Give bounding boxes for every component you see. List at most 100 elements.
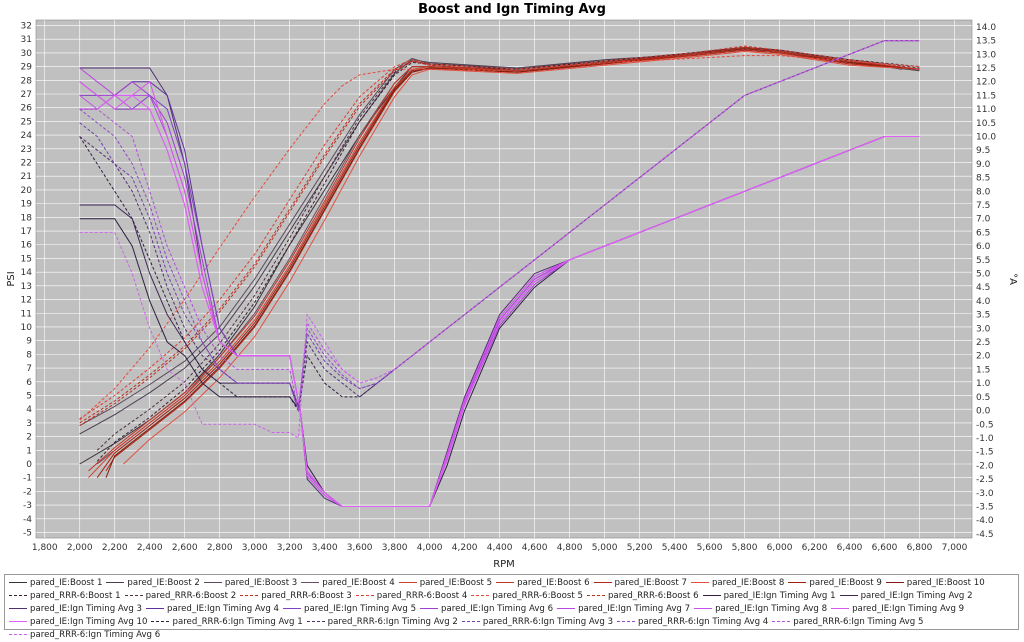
y2-tick-label: 3.5: [976, 311, 990, 321]
x-tick-label: 5,800: [732, 543, 758, 553]
y-tick-label: -2: [23, 487, 32, 497]
legend-label: pared_RRR-6:Boost 5: [492, 591, 583, 601]
y2-tick-label: 1.0: [976, 379, 991, 389]
y-axis-label: PSI: [6, 271, 17, 286]
y2-tick-label: -4.5: [976, 530, 994, 540]
legend-swatch: [9, 634, 27, 635]
y-tick-label: 5: [26, 391, 32, 401]
y-tick-label: 10: [21, 323, 33, 333]
y2-tick-label: 5.5: [976, 256, 990, 266]
series-line: [105, 49, 920, 472]
y-tick-label: -1: [23, 474, 32, 484]
legend-label: pared_IE:Ign Timing Avg 5: [304, 604, 417, 614]
legend-swatch: [885, 582, 904, 583]
y2-tick-label: 8.5: [976, 174, 990, 184]
y2-tick-label: 8.0: [976, 187, 991, 197]
x-tick-label: 3,800: [382, 543, 408, 553]
legend-item: pared_IE:Ign Timing Avg 4: [146, 603, 279, 616]
y-tick-label: 2: [26, 433, 32, 443]
legend-item: pared_IE:Ign Timing Avg 6: [420, 603, 553, 616]
series-line: [79, 40, 920, 439]
legend-swatch: [788, 582, 807, 583]
legend-item: pared_IE:Boost 9: [788, 577, 882, 590]
y-tick-label: -4: [23, 515, 32, 525]
x-tick-label: 7,000: [942, 543, 968, 553]
y-tick-label: 16: [21, 241, 33, 251]
x-tick-label: 3,600: [347, 543, 373, 553]
y-tick-label: 22: [21, 159, 32, 169]
series-line: [79, 40, 920, 412]
legend-item: pared_RRR-6:Boost 5: [471, 590, 583, 603]
y2-tick-label: 11.0: [976, 105, 996, 115]
legend-label: pared_IE:Boost 2: [127, 578, 200, 588]
legend-item: pared_IE:Boost 2: [106, 577, 200, 590]
y-tick-label: 32: [21, 21, 32, 31]
legend-label: pared_IE:Boost 9: [809, 578, 882, 588]
y-tick-label: 11: [21, 309, 32, 319]
y-tick-label: 7: [26, 364, 32, 374]
legend-item: pared_IE:Boost 4: [301, 577, 395, 590]
y-tick-label: 31: [21, 35, 32, 45]
x-tick-label: 3,200: [277, 543, 303, 553]
legend-swatch: [617, 621, 636, 622]
series-line: [123, 50, 920, 465]
x-tick-label: 2,000: [67, 543, 93, 553]
y2-tick-label: -1.0: [976, 434, 994, 444]
y-tick-label: 18: [21, 213, 33, 223]
legend-swatch: [283, 608, 302, 609]
legend-swatch: [355, 595, 374, 596]
legend-swatch: [586, 595, 605, 596]
x-tick-label: 2,600: [172, 543, 198, 553]
legend-label: pared_IE:Boost 10: [906, 578, 985, 588]
legend-label: pared_IE:Ign Timing Avg 6: [441, 604, 554, 614]
y2-tick-label: -3.5: [976, 502, 994, 512]
x-tick-label: 3,400: [312, 543, 338, 553]
legend-label: pared_IE:Ign Timing Avg 3: [30, 604, 143, 614]
series-line: [79, 46, 920, 427]
legend-label: pared_IE:Ign Timing Avg 7: [578, 604, 691, 614]
x-tick-label: 6,000: [767, 543, 793, 553]
legend-item: pared_IE:Ign Timing Avg 7: [557, 603, 690, 616]
legend-swatch: [694, 608, 713, 609]
legend-item: pared_IE:Ign Timing Avg 8: [694, 603, 827, 616]
x-tick-label: 4,600: [522, 543, 548, 553]
x-tick-label: 5,400: [662, 543, 688, 553]
legend-item: pared_RRR-6:Ign Timing Avg 6: [9, 629, 160, 642]
legend-label: pared_IE:Ign Timing Avg 4: [167, 604, 280, 614]
x-ticks: 1,800 2,000 2,200 2,400 2,600 2,800 3,000 3,200…: [32, 543, 968, 553]
legend-label: pared_RRR-6:Boost 4: [376, 591, 468, 601]
y-tick-label: 19: [21, 200, 33, 210]
chart-title: Boost and Ign Timing Avg: [418, 2, 606, 17]
x-tick-label: 6,400: [837, 543, 863, 553]
legend-swatch: [240, 595, 259, 596]
legend-item: pared_IE:Boost 3: [203, 577, 297, 590]
y-tick-label: 13: [21, 282, 32, 292]
legend-label: pared_RRR-6:Ign Timing Avg 4: [638, 617, 769, 627]
legend-swatch: [702, 595, 721, 596]
y-tick-label: 4: [26, 405, 32, 415]
legend-item: pared_IE:Boost 10: [885, 577, 985, 590]
x-tick-label: 3,000: [242, 543, 268, 553]
y2-axis-label: °A: [1007, 273, 1018, 285]
legend-item: pared_IE:Boost 1: [9, 577, 102, 590]
legend-swatch: [496, 582, 515, 583]
legend-swatch: [420, 608, 439, 609]
legend-swatch: [9, 608, 27, 609]
x-tick-label: 5,200: [627, 543, 653, 553]
legend-swatch: [557, 608, 576, 609]
y2-tick-label: -2.5: [976, 475, 994, 485]
legend-swatch: [831, 608, 850, 609]
series-line: [79, 46, 920, 424]
legend: pared_IE:Boost 1 pared_IE:Boost 2 pared_IE…: [4, 574, 1019, 640]
y2-tick-label: 0.5: [976, 393, 990, 403]
legend-label: pared_IE:Ign Timing Avg 10: [30, 617, 148, 627]
legend-swatch: [9, 595, 27, 596]
y2-tick-label: 13.0: [976, 50, 996, 60]
y-tick-label: 28: [21, 76, 33, 86]
y-tick-label: 1: [26, 446, 32, 456]
legend-item: pared_IE:Boost 8: [690, 577, 784, 590]
legend-swatch: [593, 582, 612, 583]
legend-item: pared_RRR-6:Boost 4: [355, 590, 468, 603]
legend-label: pared_RRR-6:Boost 6: [607, 591, 699, 601]
legend-item: pared_RRR-6:Ign Timing Avg 1: [151, 616, 303, 629]
